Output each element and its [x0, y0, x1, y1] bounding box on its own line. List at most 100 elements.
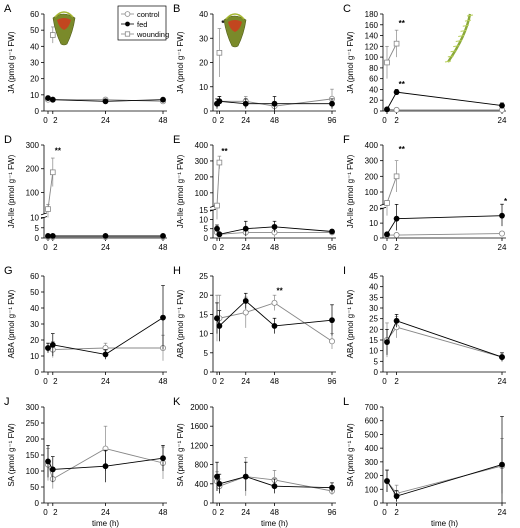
leaf-pinna [462, 24, 469, 27]
y-axis-label: SA (pmol g⁻¹ FW) [176, 423, 185, 487]
y-tick-label: 180 [365, 10, 379, 19]
y-tick-label: 10 [369, 347, 378, 356]
pitcher-lid [54, 11, 74, 18]
significance-mark: ** [399, 19, 406, 28]
data-point [271, 299, 278, 306]
data-point [499, 212, 505, 219]
data-point [393, 215, 400, 222]
y-tick-label: 500 [365, 430, 379, 439]
y-tick-label: 40 [369, 85, 378, 94]
data-point [45, 233, 51, 239]
data-point [216, 50, 223, 56]
x-tick-label: 24 [101, 116, 110, 125]
data-point [384, 106, 390, 113]
y-tick-label: 200 [365, 472, 379, 481]
data-point [45, 206, 51, 212]
y-axis-label: ABA (pmol g⁻¹ FW) [176, 289, 185, 358]
legend-marker [125, 21, 130, 27]
pitcher-mouth [57, 18, 71, 30]
panel-letter: C [343, 3, 351, 15]
y-axis-label: SA (pmol g⁻¹ FW) [7, 423, 16, 487]
x-tick-label: 48 [270, 508, 279, 517]
y-tick-label: 200 [365, 172, 379, 181]
data-point [102, 233, 109, 239]
y-tick-label: 400 [365, 141, 379, 150]
data-point [242, 473, 249, 480]
x-tick-label: 0 [43, 377, 48, 386]
y-tick-label: 300 [26, 141, 40, 150]
y-tick-label: 25 [369, 315, 378, 324]
y-tick-label: 15 [199, 206, 208, 215]
y-tick-label: 100 [365, 188, 379, 197]
y-tick-label: 0 [374, 234, 379, 243]
y-tick-label: 100 [365, 485, 379, 494]
y-tick-label: 10 [30, 91, 39, 100]
data-point [102, 351, 109, 358]
leaf-photo [444, 13, 474, 63]
x-tick-label: 0 [382, 377, 387, 386]
y-tick-label: 20 [369, 325, 378, 334]
series-wounding [384, 29, 400, 79]
x-tick-label: 2 [53, 243, 58, 252]
x-tick-label: 2 [394, 377, 399, 386]
x-tick-label: 2 [220, 116, 225, 125]
y-tick-label: 100 [26, 188, 40, 197]
y-tick-label: 40 [30, 304, 39, 313]
y-tick-label: 100 [195, 189, 209, 198]
y-tick-label: 160 [365, 21, 379, 30]
x-tick-label: 0 [212, 243, 217, 252]
y-tick-label: 100 [26, 467, 40, 476]
panel-letter: I [343, 265, 346, 277]
data-point [242, 225, 249, 232]
series-line [47, 448, 164, 480]
panel-letter: L [343, 396, 349, 408]
leaf-stem [447, 13, 472, 63]
y-tick-label: 40 [369, 283, 378, 292]
pitcher-plant-photo [223, 13, 247, 48]
y-tick-label: 10 [30, 214, 39, 223]
data-point [499, 354, 505, 360]
y-tick-label: 0 [374, 107, 379, 116]
data-point [393, 493, 400, 500]
y-tick-label: 15 [369, 336, 378, 345]
data-point [45, 458, 51, 465]
y-tick-label: 400 [195, 480, 209, 489]
series-fed [384, 203, 505, 238]
series-wounding [216, 28, 223, 78]
leaf-pinna [460, 29, 467, 32]
series-line [386, 91, 503, 110]
significance-mark: ** [221, 147, 228, 156]
y-tick-label: 25 [199, 272, 208, 281]
panel-letter: D [4, 134, 12, 146]
y-tick-label: 30 [369, 304, 378, 313]
data-point [499, 102, 505, 109]
y-tick-label: 80 [369, 64, 378, 73]
data-point [102, 463, 109, 470]
y-tick-label: 0 [204, 499, 209, 508]
x-tick-label: 48 [270, 377, 279, 386]
data-point [160, 233, 166, 239]
y-tick-label: 400 [195, 141, 209, 150]
leaf-pinna [458, 34, 465, 37]
leaf-pinna [455, 40, 462, 43]
series-fed [214, 220, 335, 238]
x-tick-label: 24 [101, 377, 110, 386]
series-fed [384, 89, 505, 113]
y-tick-label: 15 [199, 310, 208, 319]
y-tick-label: 5 [374, 357, 379, 366]
y-tick-label: 400 [365, 444, 379, 453]
data-point [214, 225, 220, 232]
y-tick-label: 0 [35, 368, 40, 377]
series-fed [214, 461, 335, 494]
y-tick-label: 200 [26, 435, 40, 444]
y-tick-label: 50 [30, 288, 39, 297]
y-tick-label: 60 [369, 75, 378, 84]
y-tick-label: 1200 [190, 441, 208, 450]
y-tick-label: 700 [365, 403, 379, 412]
leaf-pinna [464, 19, 472, 22]
